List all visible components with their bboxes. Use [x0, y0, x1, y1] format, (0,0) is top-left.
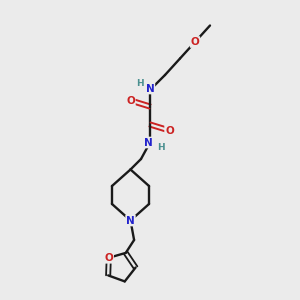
Text: O: O: [126, 95, 135, 106]
Text: O: O: [190, 37, 200, 47]
Text: N: N: [146, 83, 154, 94]
Text: O: O: [165, 125, 174, 136]
Text: O: O: [104, 253, 113, 263]
Text: H: H: [157, 143, 164, 152]
Text: N: N: [126, 215, 135, 226]
Text: N: N: [144, 137, 153, 148]
Text: H: H: [136, 79, 143, 88]
